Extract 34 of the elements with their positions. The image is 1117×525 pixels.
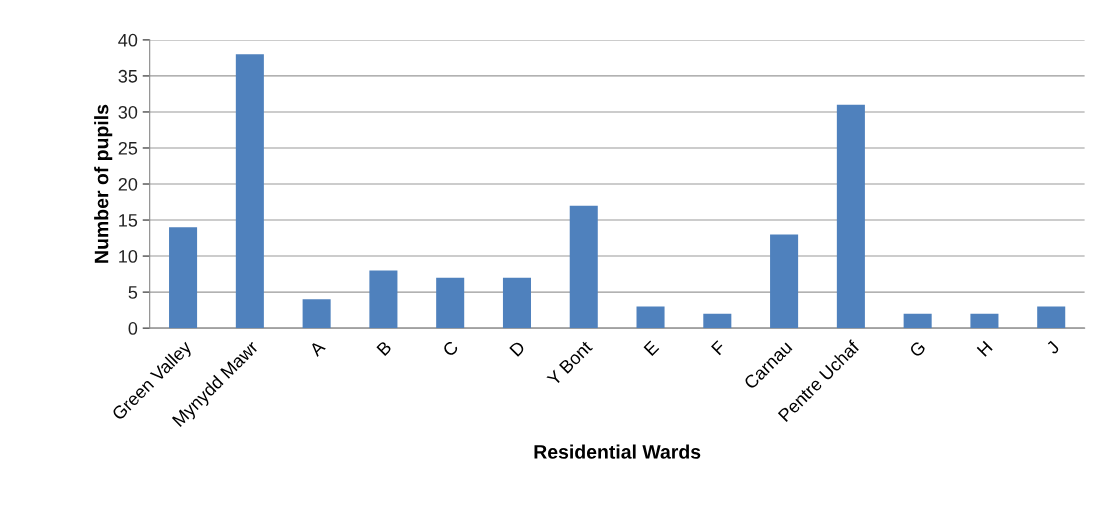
bar bbox=[1037, 306, 1066, 329]
bar bbox=[502, 277, 531, 329]
y-tick-label: 10 bbox=[119, 250, 138, 263]
bar bbox=[836, 104, 865, 329]
y-tick-label: 15 bbox=[119, 214, 138, 227]
bar bbox=[436, 277, 465, 329]
x-tick-label: F bbox=[711, 340, 727, 356]
bar bbox=[169, 227, 198, 329]
y-axis-title: Number of pupils bbox=[94, 104, 113, 263]
y-tick-label: 30 bbox=[118, 105, 138, 119]
bar bbox=[302, 299, 331, 329]
bar bbox=[770, 234, 799, 329]
bar bbox=[636, 306, 665, 329]
y-tick-label: 35 bbox=[118, 69, 138, 83]
x-tick-label: J bbox=[1045, 340, 1060, 355]
x-tick-label: B bbox=[376, 340, 392, 356]
y-tick-label: 5 bbox=[128, 286, 138, 299]
x-axis-title: Residential Wards bbox=[534, 444, 701, 459]
x-tick-label: D bbox=[509, 340, 526, 357]
bar bbox=[703, 313, 732, 329]
y-tick-label: 0 bbox=[128, 322, 138, 335]
x-tick-label: A bbox=[308, 339, 326, 357]
bar bbox=[235, 54, 264, 329]
bar bbox=[970, 313, 999, 329]
x-tick-label: H bbox=[976, 340, 993, 357]
x-tick-label: E bbox=[643, 340, 660, 356]
bar bbox=[369, 270, 398, 329]
y-tick-label: 40 bbox=[118, 33, 138, 47]
x-tick-label: C bbox=[441, 340, 460, 358]
bar bbox=[903, 313, 932, 329]
y-tick-label: 20 bbox=[118, 177, 138, 191]
bar bbox=[569, 205, 598, 329]
y-tick-label: 25 bbox=[118, 141, 138, 155]
x-tick-label: G bbox=[908, 340, 927, 358]
